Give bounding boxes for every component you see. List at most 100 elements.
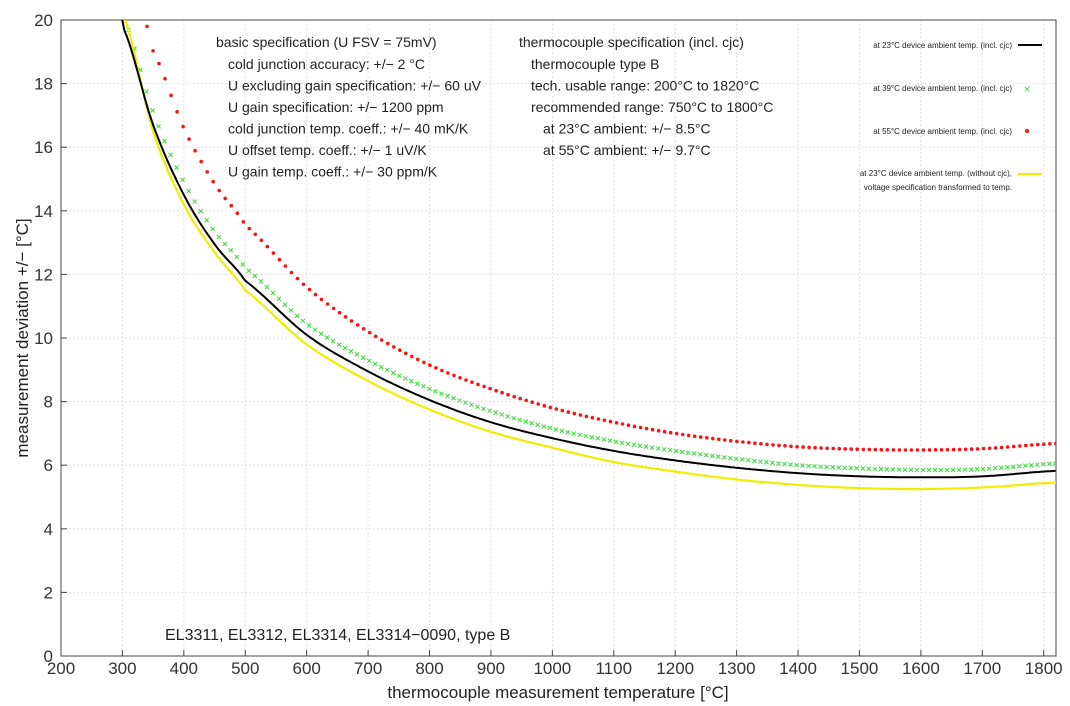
series-point <box>992 465 998 471</box>
series-point <box>975 447 980 451</box>
x-tick-label: 700 <box>354 659 382 678</box>
series-point <box>288 307 294 313</box>
series-point <box>408 378 414 384</box>
series-point <box>776 461 781 466</box>
series-point <box>649 445 655 450</box>
series-point <box>861 447 866 452</box>
series-point <box>234 254 240 260</box>
y-tick-label: 10 <box>34 329 53 348</box>
legend: at 23°C device ambient temp. (incl. cjc)… <box>860 41 1042 192</box>
series-point <box>204 217 210 223</box>
y-tick-label: 8 <box>44 393 53 412</box>
series-point <box>680 432 685 437</box>
series-point <box>878 466 884 472</box>
series-point <box>348 348 354 354</box>
series-point <box>632 424 637 429</box>
series-point <box>193 148 197 153</box>
series-point <box>433 388 438 394</box>
series-point <box>801 445 805 449</box>
series-point <box>668 430 673 435</box>
series-point <box>782 461 787 467</box>
series-point <box>529 420 535 426</box>
series-point <box>294 313 300 319</box>
series-point <box>818 464 823 470</box>
series-layer <box>121 20 1056 491</box>
x-tick-label: 1400 <box>779 659 817 678</box>
series-point <box>697 451 703 457</box>
series-point <box>235 211 240 215</box>
series-point <box>421 383 426 389</box>
series-point <box>318 331 324 337</box>
series-point <box>1030 443 1034 447</box>
x-tick-label: 1500 <box>841 659 879 678</box>
series-point <box>813 445 817 450</box>
series-point <box>1047 461 1052 467</box>
series-point <box>163 76 167 81</box>
series-point <box>595 436 601 441</box>
y-tick-label: 0 <box>44 647 53 666</box>
series-point <box>963 447 968 452</box>
tc-spec-lines: thermocouple type B tech. usable range: 2… <box>531 56 773 158</box>
series-point <box>583 433 589 439</box>
series-point <box>830 464 836 470</box>
series-point <box>523 419 529 424</box>
series-point <box>770 460 775 466</box>
series-point <box>842 465 848 471</box>
series-point <box>1010 464 1016 470</box>
series-point <box>747 440 751 445</box>
series-point <box>777 443 781 448</box>
series-point <box>987 446 992 451</box>
series-point <box>661 446 667 452</box>
series-point <box>156 123 161 129</box>
series-point <box>1022 463 1028 469</box>
series-point <box>402 376 408 381</box>
series-point <box>637 443 643 449</box>
series-point <box>566 410 571 414</box>
legend-label-39c: at 39°C device ambient temp. (incl. cjc) <box>873 84 1012 93</box>
series-3 <box>124 20 1056 491</box>
series-point <box>643 444 649 450</box>
legend-label-23c-without-cjc-line2: voltage specification transformed to tem… <box>864 183 1012 192</box>
series-point <box>336 342 342 347</box>
series-point <box>968 467 974 472</box>
series-point <box>259 238 264 243</box>
series-point <box>463 400 468 405</box>
series-point <box>837 446 841 451</box>
series-point <box>499 412 504 417</box>
series-point <box>174 165 179 170</box>
series-point <box>915 448 920 452</box>
series-point <box>396 373 402 379</box>
series-point <box>848 465 854 471</box>
series-point <box>524 398 528 403</box>
series-point <box>312 327 318 333</box>
series-point <box>631 442 637 448</box>
series-point <box>589 434 595 440</box>
series-point <box>247 226 252 231</box>
series-point <box>452 373 456 378</box>
x-tick-label: 1200 <box>656 659 694 678</box>
series-point <box>685 450 691 456</box>
series-point <box>506 392 510 397</box>
x-tick-label: 200 <box>47 659 75 678</box>
x-tick-label: 400 <box>170 659 198 678</box>
basic-spec-line: U gain temp. coeff.: +/− 30 ppm/K <box>228 164 438 180</box>
series-point <box>1040 461 1046 467</box>
series-point <box>535 422 541 428</box>
series-point <box>144 89 149 94</box>
series-point <box>306 323 312 328</box>
series-point <box>464 378 468 382</box>
series-point <box>620 422 625 426</box>
series-point <box>560 408 565 413</box>
series-point <box>909 448 914 452</box>
series-point <box>1053 461 1056 466</box>
series-point <box>228 247 234 253</box>
series-point <box>384 367 390 373</box>
series-point <box>721 455 727 460</box>
series-point <box>355 323 360 327</box>
series-point <box>366 358 372 364</box>
series-point <box>390 370 396 376</box>
series-point <box>831 446 835 451</box>
axis-ticks: 200 300 400 500 600 700 800 900 1000 1100 1200 1300… <box>34 11 1063 678</box>
series-point <box>765 442 769 447</box>
